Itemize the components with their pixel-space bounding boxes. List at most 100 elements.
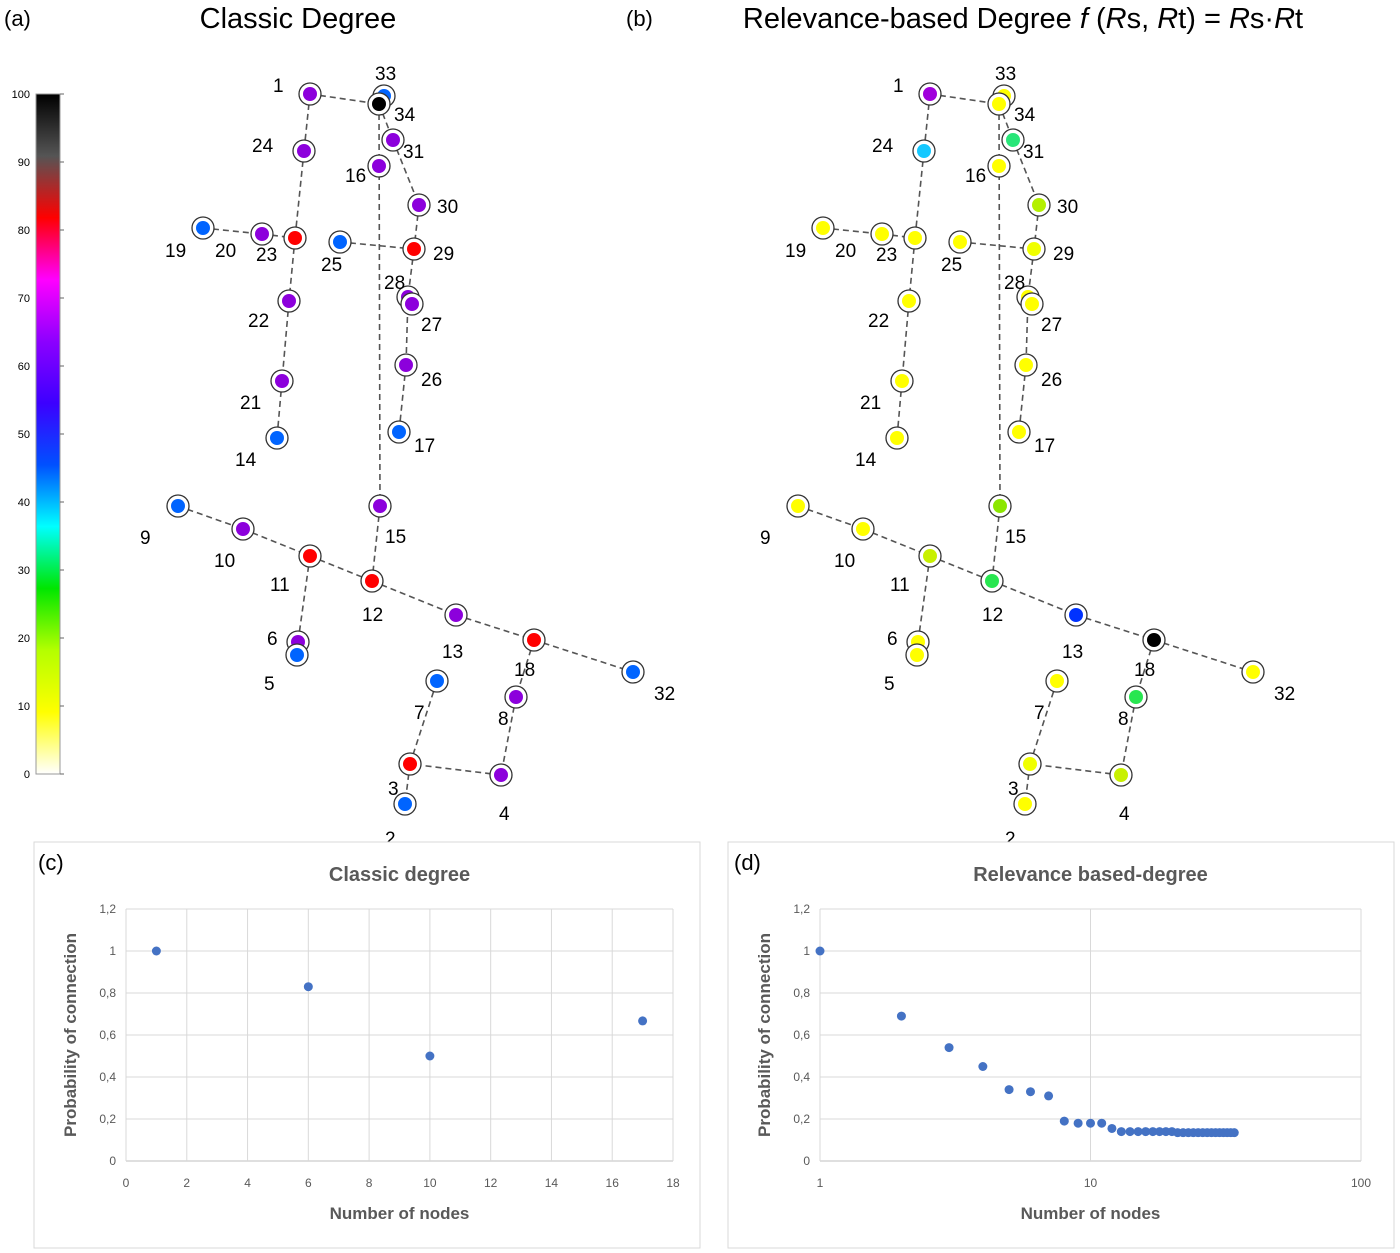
node-label-14: 14: [235, 450, 257, 471]
colorbar-tick-label: 60: [18, 361, 30, 373]
y-tick-label: 0: [109, 1154, 116, 1168]
data-point: [638, 1016, 648, 1026]
node-label-24: 24: [252, 136, 274, 157]
node-16: [992, 159, 1006, 173]
network-edge: [409, 763, 502, 776]
node-18: [1147, 633, 1161, 647]
y-tick-label: 0,8: [99, 986, 116, 1000]
y-axis-label: Probability of connection: [755, 933, 774, 1137]
data-point: [896, 1011, 906, 1021]
data-point: [1229, 1128, 1239, 1138]
y-tick-label: 0: [803, 1154, 810, 1168]
node-11: [303, 549, 317, 563]
node-label-33: 33: [375, 64, 396, 85]
node-11: [923, 549, 937, 563]
node-label-34: 34: [394, 105, 416, 126]
node-label-6: 6: [267, 629, 278, 650]
node-label-5: 5: [264, 674, 275, 695]
colorbar-tick-label: 10: [18, 701, 30, 713]
panel-b-title-part: R: [1229, 3, 1250, 35]
node-label-19: 19: [785, 241, 806, 262]
node-19: [196, 221, 210, 235]
node-29: [407, 242, 421, 256]
panel-b-title: Relevance-based Degree f (Rs, Rt) = Rs·R…: [743, 3, 1303, 35]
y-tick-label: 0,4: [99, 1070, 116, 1084]
x-tick-label: 18: [666, 1176, 680, 1190]
y-tick-label: 0,2: [793, 1112, 810, 1126]
node-label-22: 22: [868, 311, 889, 332]
node-label-10: 10: [834, 551, 855, 572]
data-point: [1086, 1118, 1095, 1128]
panel-b-title-part: s·: [1250, 3, 1274, 35]
node-7: [430, 674, 444, 688]
network-edge: [862, 528, 931, 557]
data-point: [1125, 1127, 1135, 1137]
node-5: [910, 648, 924, 662]
node-26: [1019, 358, 1033, 372]
node-label-7: 7: [1034, 703, 1045, 724]
node-label-28: 28: [384, 273, 405, 294]
colorbar-tick-label: 0: [24, 769, 30, 781]
node-label-21: 21: [240, 393, 261, 414]
node-label-1: 1: [273, 76, 284, 97]
x-tick-label: 10: [423, 1176, 437, 1190]
node-26: [399, 358, 413, 372]
panel-b-title-part: f: [1080, 3, 1091, 35]
node-7: [1050, 674, 1064, 688]
node-23: [908, 231, 922, 245]
x-tick-label: 14: [545, 1176, 559, 1190]
network-edge: [294, 150, 305, 239]
node-34: [992, 97, 1006, 111]
node-label-20: 20: [215, 241, 236, 262]
network-edge: [409, 680, 438, 765]
x-tick-label: 100: [1351, 1176, 1371, 1190]
node-3: [1023, 757, 1037, 771]
x-tick-label: 1: [817, 1176, 824, 1190]
node-label-28: 28: [1004, 273, 1025, 294]
node-12: [985, 574, 999, 588]
node-13: [1069, 608, 1083, 622]
node-19: [816, 221, 830, 235]
node-label-2: 2: [385, 829, 396, 850]
node-label-11: 11: [890, 575, 910, 596]
node-label-26: 26: [421, 370, 442, 391]
node-label-29: 29: [1053, 244, 1074, 265]
node-30: [412, 198, 426, 212]
node-label-8: 8: [1118, 709, 1129, 730]
node-label-3: 3: [1008, 779, 1019, 800]
data-point: [303, 982, 313, 992]
network-edge: [1029, 680, 1058, 765]
chart-title: Classic degree: [329, 864, 470, 886]
y-tick-label: 0,6: [793, 1028, 810, 1042]
panel-b-title-part: R: [1106, 3, 1127, 35]
node-29: [1027, 242, 1041, 256]
x-tick-label: 4: [244, 1176, 251, 1190]
data-point: [1059, 1116, 1069, 1126]
x-tick-label: 6: [305, 1176, 312, 1190]
node-label-23: 23: [876, 245, 897, 266]
node-21: [275, 374, 289, 388]
node-21: [895, 374, 909, 388]
data-point: [815, 946, 825, 956]
node-30: [1032, 198, 1046, 212]
node-label-24: 24: [872, 136, 894, 157]
network-edge: [500, 696, 517, 776]
node-label-1: 1: [893, 76, 904, 97]
node-32: [626, 665, 640, 679]
node-22: [902, 294, 916, 308]
y-tick-label: 0,4: [793, 1070, 810, 1084]
node-34: [372, 97, 386, 111]
node-12: [365, 574, 379, 588]
node-label-4: 4: [499, 804, 510, 825]
node-1: [303, 87, 317, 101]
network-edge: [297, 555, 311, 643]
node-label-34: 34: [1014, 105, 1036, 126]
network-edge: [901, 300, 910, 382]
node-8: [509, 690, 523, 704]
node-label-7: 7: [414, 703, 425, 724]
network-edge: [392, 139, 420, 206]
data-point: [1044, 1091, 1054, 1101]
node-label-17: 17: [1034, 436, 1055, 457]
